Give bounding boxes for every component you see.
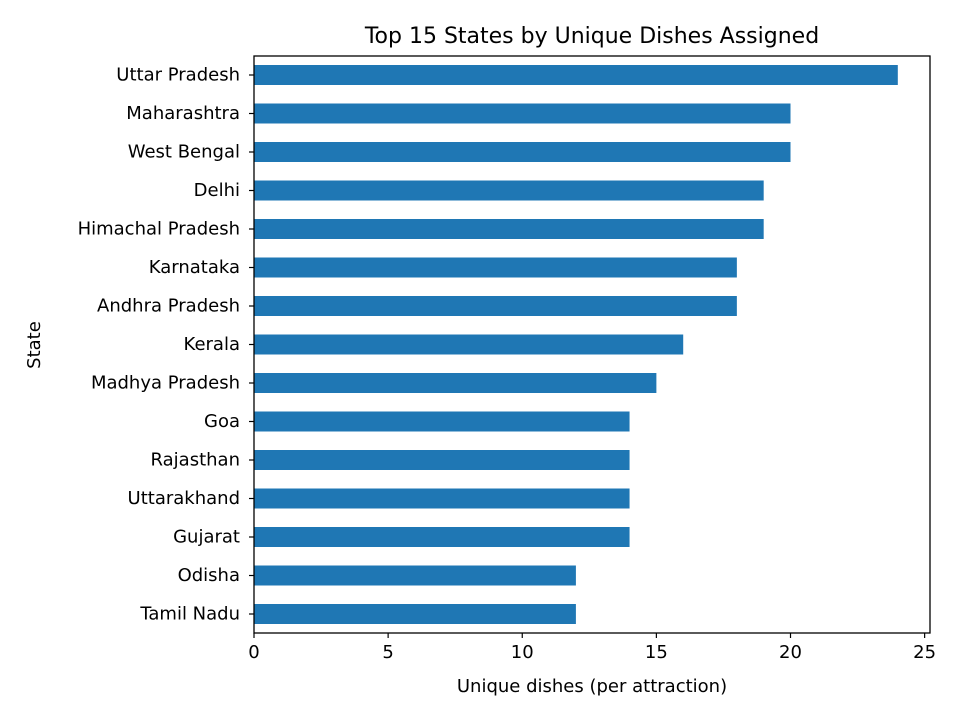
bar (254, 103, 791, 124)
y-tick-label: Uttar Pradesh (116, 65, 240, 86)
y-tick-label: Rajasthan (151, 450, 240, 471)
y-tick-label: Kerala (184, 334, 240, 355)
y-tick-label: Madhya Pradesh (91, 373, 240, 394)
bar (254, 142, 791, 162)
x-tick-label: 5 (382, 642, 393, 663)
y-tick-label: Goa (204, 411, 240, 432)
y-axis-ticks: Uttar Pradesh Maharashtra West Bengal Delhi… (78, 65, 254, 625)
bar (254, 65, 898, 85)
y-tick-label: Andhra Pradesh (97, 296, 240, 317)
x-tick-label: 10 (511, 642, 534, 663)
y-tick-label: Delhi (194, 180, 240, 201)
bar (254, 488, 630, 509)
x-axis-label: Unique dishes (per attraction) (457, 676, 727, 697)
y-tick-label: Himachal Pradesh (78, 219, 240, 240)
bars-layer (254, 65, 898, 624)
bar (254, 527, 630, 547)
y-tick-label: Maharashtra (126, 103, 240, 124)
bar (254, 411, 630, 432)
bar (254, 604, 576, 624)
bar (254, 373, 657, 393)
y-tick-label: West Bengal (128, 142, 240, 163)
bar (254, 180, 764, 201)
bar (254, 450, 630, 470)
x-tick-label: 25 (913, 642, 936, 663)
chart-title: Top 15 States by Unique Dishes Assigned (364, 24, 819, 49)
plot-frame (253, 55, 931, 634)
bar (254, 257, 737, 278)
y-axis-label: State (24, 321, 45, 369)
x-tick-label: 0 (248, 642, 259, 663)
bar (254, 334, 684, 355)
y-tick-label: Gujarat (173, 527, 240, 548)
y-tick-label: Odisha (178, 565, 240, 586)
x-tick-label: 20 (779, 642, 802, 663)
x-axis-ticks: 0 5 10 15 20 25 (248, 633, 936, 663)
bar (254, 296, 737, 316)
y-tick-label: Tamil Nadu (139, 604, 240, 625)
bar (254, 565, 576, 586)
y-tick-label: Uttarakhand (128, 488, 240, 509)
x-tick-label: 15 (645, 642, 668, 663)
bar (254, 219, 764, 239)
y-tick-label: Karnataka (149, 257, 240, 278)
